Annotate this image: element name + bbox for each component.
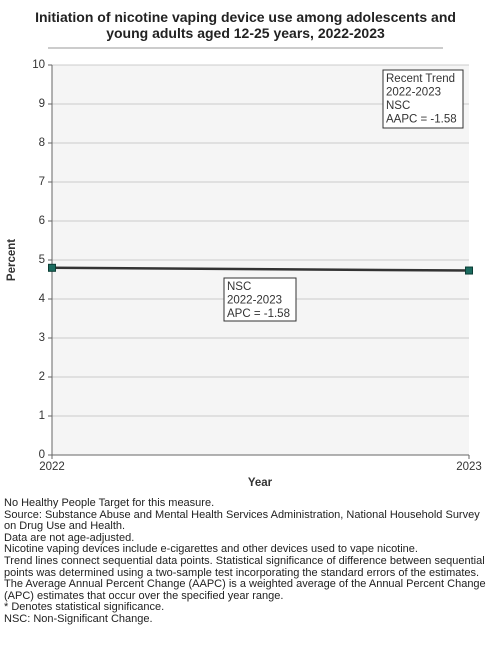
data-point [48, 263, 56, 272]
chart: Percent Year 0 1 2 3 4 5 6 7 8 9 10 2022 2023 Recent … [6, 47, 482, 489]
chart-title: Initiation of nicotine vaping device use… [35, 9, 456, 41]
trend-line [51, 266, 470, 272]
annotation-text: AAPC = -1.58 [386, 114, 457, 126]
y-tick-label: 0 [39, 449, 45, 461]
note: Source: Substance Abuse and Mental Healt… [4, 508, 480, 533]
x-tick-label: 2023 [456, 461, 482, 473]
note: The Average Annual Percent Change (AAPC)… [4, 578, 486, 602]
annotation-text: 2022-2023 [227, 295, 282, 307]
annotation-text: APC = -1.58 [227, 308, 290, 320]
y-tick-label: 10 [32, 59, 45, 71]
y-tick-label: 3 [39, 332, 45, 344]
y-tick-label: 8 [39, 137, 45, 149]
y-tick-label: 6 [39, 215, 45, 227]
note: Data are not age-adjusted. [4, 531, 135, 544]
annotation-text: NSC [227, 281, 251, 293]
note: No Healthy People Target for this measur… [4, 497, 215, 509]
y-axis-label: Percent [6, 239, 18, 281]
y-tick-label: 1 [39, 410, 45, 422]
annotation-text: 2022-2023 [386, 87, 441, 99]
y-tick-label: 5 [39, 254, 45, 266]
y-tick-label: 2 [39, 371, 45, 383]
y-tick-label: 7 [39, 176, 45, 188]
note: Trend lines connect sequential data poin… [4, 554, 485, 579]
data-point [465, 266, 473, 275]
x-axis-label: Year [248, 477, 273, 489]
notes: No Healthy People Target for this measur… [4, 497, 490, 626]
y-tick-label: 4 [39, 293, 46, 305]
annotation-text: NSC [386, 100, 410, 112]
note: Nicotine vaping devices include e-cigare… [4, 543, 418, 556]
note: * Denotes statistical significance. [4, 601, 165, 614]
note: NSC: Non-Significant Change. [4, 612, 153, 625]
annotation-box [223, 277, 297, 322]
y-tick-label: 9 [39, 98, 45, 110]
annotation-box [382, 69, 464, 129]
annotation-text: Recent Trend [386, 73, 455, 85]
x-tick-label: 2022 [39, 461, 65, 473]
